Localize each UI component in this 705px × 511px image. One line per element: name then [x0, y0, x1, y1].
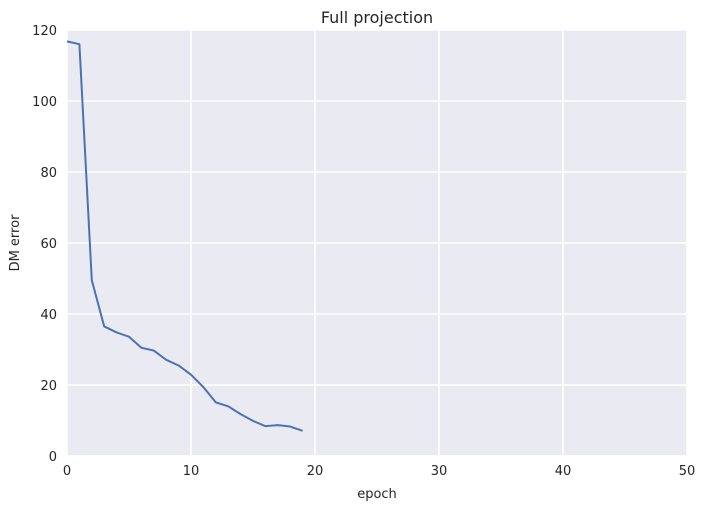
x-tick-labels: 0 10 20 30 40 50 [63, 464, 695, 479]
x-tick-label: 40 [555, 464, 572, 479]
grid-lines [66, 29, 688, 457]
x-tick-label: 30 [431, 464, 448, 479]
y-tick-label: 20 [40, 379, 57, 394]
x-tick-label: 50 [679, 464, 696, 479]
chart-title: Full projection [321, 8, 433, 27]
x-tick-label: 0 [63, 464, 71, 479]
x-tick-label: 10 [183, 464, 200, 479]
y-tick-label: 40 [40, 308, 57, 323]
y-tick-label: 100 [32, 95, 57, 110]
series-line [66, 40, 303, 432]
y-tick-label: 80 [40, 166, 57, 181]
y-tick-label: 120 [32, 24, 57, 39]
y-tick-label: 0 [49, 450, 57, 465]
series-layer [66, 40, 303, 432]
y-axis-title: DM error [8, 214, 23, 271]
y-tick-labels: 0 20 40 60 80 100 120 [32, 24, 57, 465]
x-axis-title: epoch [357, 487, 397, 502]
x-tick-label: 20 [307, 464, 324, 479]
y-tick-label: 60 [40, 237, 57, 252]
